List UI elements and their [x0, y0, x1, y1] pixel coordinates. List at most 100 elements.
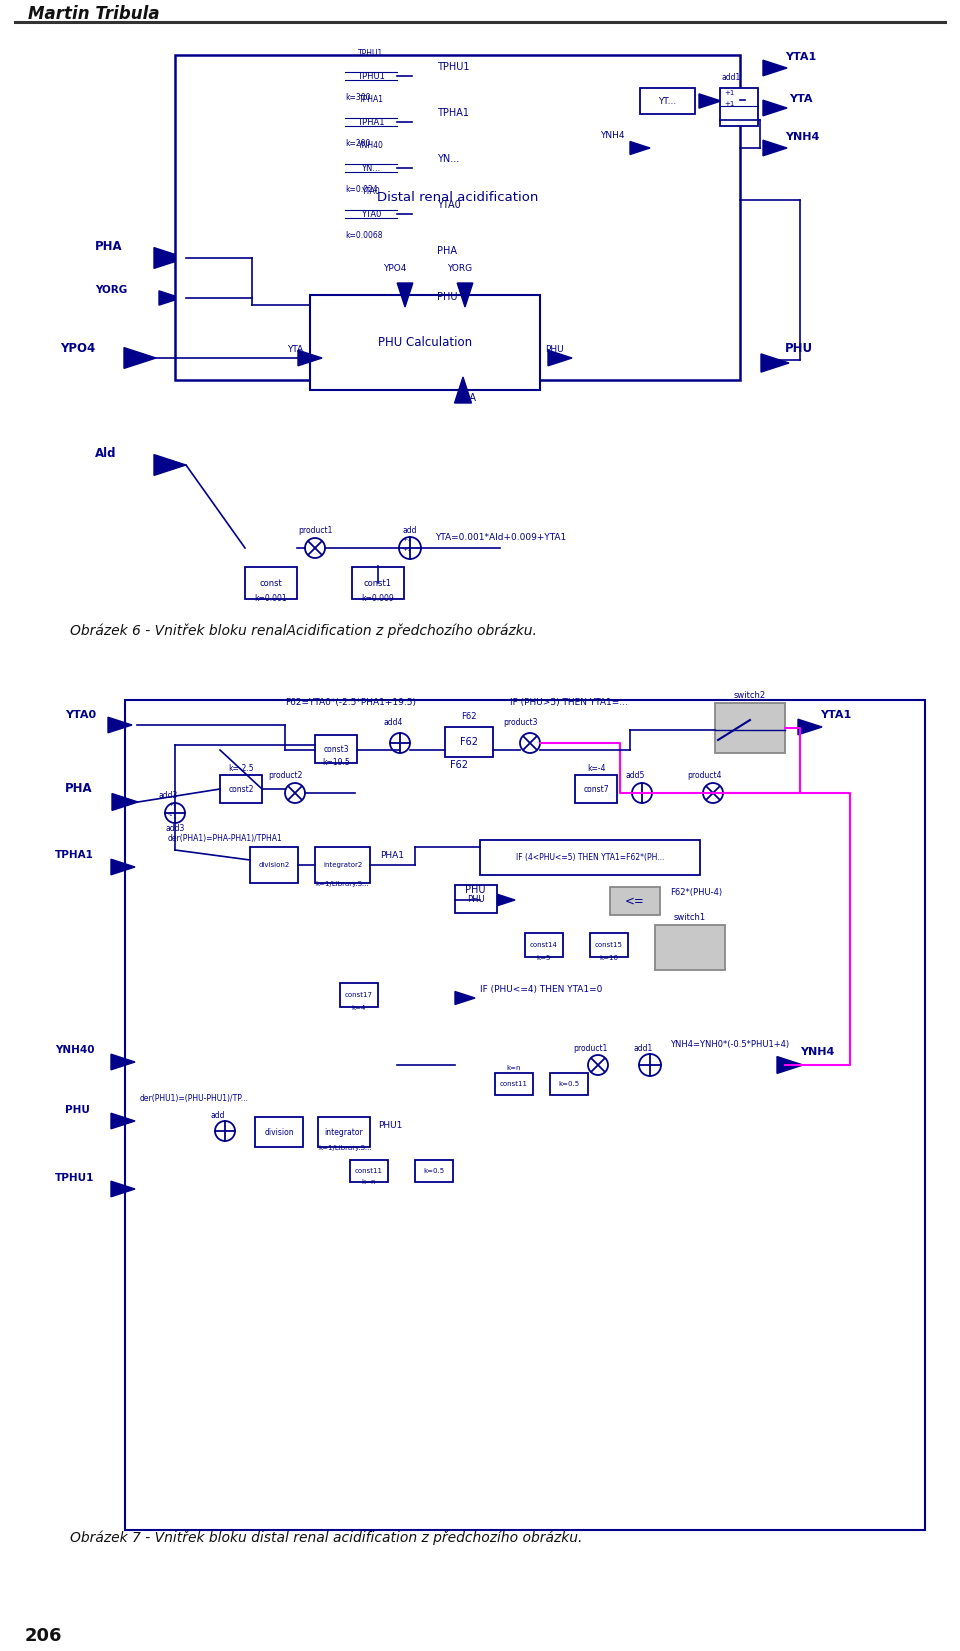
Polygon shape	[154, 248, 186, 269]
Text: k=0.5: k=0.5	[559, 1081, 580, 1086]
Text: product1: product1	[298, 527, 332, 535]
Text: const2: const2	[228, 784, 253, 794]
Polygon shape	[111, 1055, 135, 1070]
Text: division2: division2	[258, 862, 290, 868]
Text: add4: add4	[383, 718, 402, 726]
Bar	[315, 847, 370, 883]
Text: add3: add3	[165, 824, 184, 834]
Text: k=4: k=4	[351, 1005, 366, 1010]
Text: PHA: PHA	[65, 783, 92, 796]
Text: const1: const1	[364, 578, 392, 588]
Text: YPO4: YPO4	[60, 342, 95, 355]
Text: add3: add3	[158, 791, 178, 801]
Text: k=n: k=n	[507, 1065, 521, 1071]
Text: TPHA1: TPHA1	[358, 96, 383, 104]
Text: k=n: k=n	[362, 1179, 376, 1185]
Text: TPHU1: TPHU1	[357, 71, 385, 81]
Text: +1: +1	[402, 537, 411, 542]
Text: YORG: YORG	[95, 286, 128, 296]
Text: const15: const15	[595, 943, 623, 948]
Bar	[455, 885, 497, 913]
Text: YN...: YN...	[437, 154, 459, 163]
Text: TPHU1: TPHU1	[358, 50, 384, 58]
Text: F62: F62	[450, 759, 468, 769]
Bar	[640, 88, 695, 114]
Polygon shape	[763, 101, 787, 116]
Bar	[175, 54, 740, 380]
Text: YTA1: YTA1	[820, 710, 852, 720]
Text: PHU: PHU	[785, 342, 813, 355]
Bar	[255, 1118, 303, 1147]
Bar	[340, 982, 378, 1007]
Text: TPHU1: TPHU1	[437, 63, 469, 73]
Text: const14: const14	[530, 943, 558, 948]
Text: division: division	[264, 1128, 294, 1136]
Text: PHU: PHU	[437, 292, 458, 302]
Text: k=1/Library.S...: k=1/Library.S...	[318, 1146, 372, 1151]
Polygon shape	[111, 859, 135, 875]
Text: +1: +1	[402, 546, 411, 551]
Polygon shape	[761, 353, 789, 371]
Bar	[345, 107, 397, 135]
Polygon shape	[495, 893, 515, 906]
Bar	[315, 735, 357, 763]
Bar	[590, 933, 628, 958]
Text: PHU: PHU	[465, 885, 486, 895]
Text: IF (PHU<=4) THEN YTA1=0: IF (PHU<=4) THEN YTA1=0	[480, 986, 602, 994]
Polygon shape	[108, 717, 132, 733]
Polygon shape	[455, 992, 475, 1004]
Bar	[345, 154, 397, 182]
Text: add: add	[403, 527, 418, 535]
Bar	[318, 1118, 370, 1147]
Text: IF (PHU>5) THEN YTA1=...: IF (PHU>5) THEN YTA1=...	[510, 698, 628, 707]
Polygon shape	[630, 142, 650, 155]
Text: product1: product1	[573, 1043, 607, 1053]
Text: k=-2.5: k=-2.5	[228, 764, 253, 773]
Polygon shape	[159, 291, 181, 305]
Text: Obrázek 6 - Vnitřek bloku renalAcidification z předchozího obrázku.: Obrázek 6 - Vnitřek bloku renalAcidifica…	[70, 624, 537, 637]
Text: const11: const11	[500, 1081, 528, 1086]
Bar	[495, 1073, 533, 1095]
Text: YTA: YTA	[789, 94, 812, 104]
Bar	[250, 847, 298, 883]
Bar	[610, 887, 660, 915]
Text: YTA0: YTA0	[362, 187, 380, 196]
Text: k=0.0068: k=0.0068	[345, 231, 382, 239]
Bar	[575, 774, 617, 802]
Polygon shape	[298, 350, 322, 367]
Text: k=1/Library.S...: k=1/Library.S...	[315, 882, 369, 887]
Text: Obrázek 7 - Vnitřek bloku distal renal acidification z předchozího obrázku.: Obrázek 7 - Vnitřek bloku distal renal a…	[70, 1530, 583, 1545]
Text: +1: +1	[168, 802, 177, 807]
Text: switch2: switch2	[734, 692, 766, 700]
Text: YT...: YT...	[659, 96, 677, 106]
Text: Ald: Ald	[95, 447, 116, 461]
Text: TPHA1: TPHA1	[437, 107, 469, 117]
Text: PHA: PHA	[95, 239, 123, 253]
Text: YNH4: YNH4	[785, 132, 820, 142]
Text: YNH4: YNH4	[800, 1047, 834, 1057]
Text: PHU: PHU	[468, 895, 485, 903]
Polygon shape	[798, 720, 822, 735]
Bar	[350, 1161, 388, 1182]
Text: TPHA1: TPHA1	[357, 117, 385, 127]
Text: YTA=0.001*Ald+0.009+YTA1: YTA=0.001*Ald+0.009+YTA1	[435, 533, 566, 542]
Text: const3: const3	[324, 745, 348, 753]
Polygon shape	[397, 282, 413, 307]
Text: const: const	[259, 578, 282, 588]
Text: YNH40: YNH40	[358, 140, 384, 150]
Bar	[345, 63, 397, 91]
Text: PHU: PHU	[545, 345, 564, 353]
Text: k=-4: k=-4	[587, 764, 605, 773]
Text: F62: F62	[461, 712, 477, 721]
Text: add1: add1	[721, 73, 740, 83]
Text: integrator2: integrator2	[323, 862, 362, 868]
Text: product3: product3	[503, 718, 538, 726]
Polygon shape	[763, 140, 787, 155]
Polygon shape	[777, 1057, 803, 1073]
Bar	[125, 700, 925, 1530]
Text: der(PHA1)=PHA-PHA1)/TPHA1: der(PHA1)=PHA-PHA1)/TPHA1	[168, 834, 283, 844]
Polygon shape	[412, 160, 434, 175]
Text: F62*(PHU-4): F62*(PHU-4)	[670, 888, 722, 896]
Polygon shape	[457, 282, 472, 307]
Bar	[655, 925, 725, 971]
